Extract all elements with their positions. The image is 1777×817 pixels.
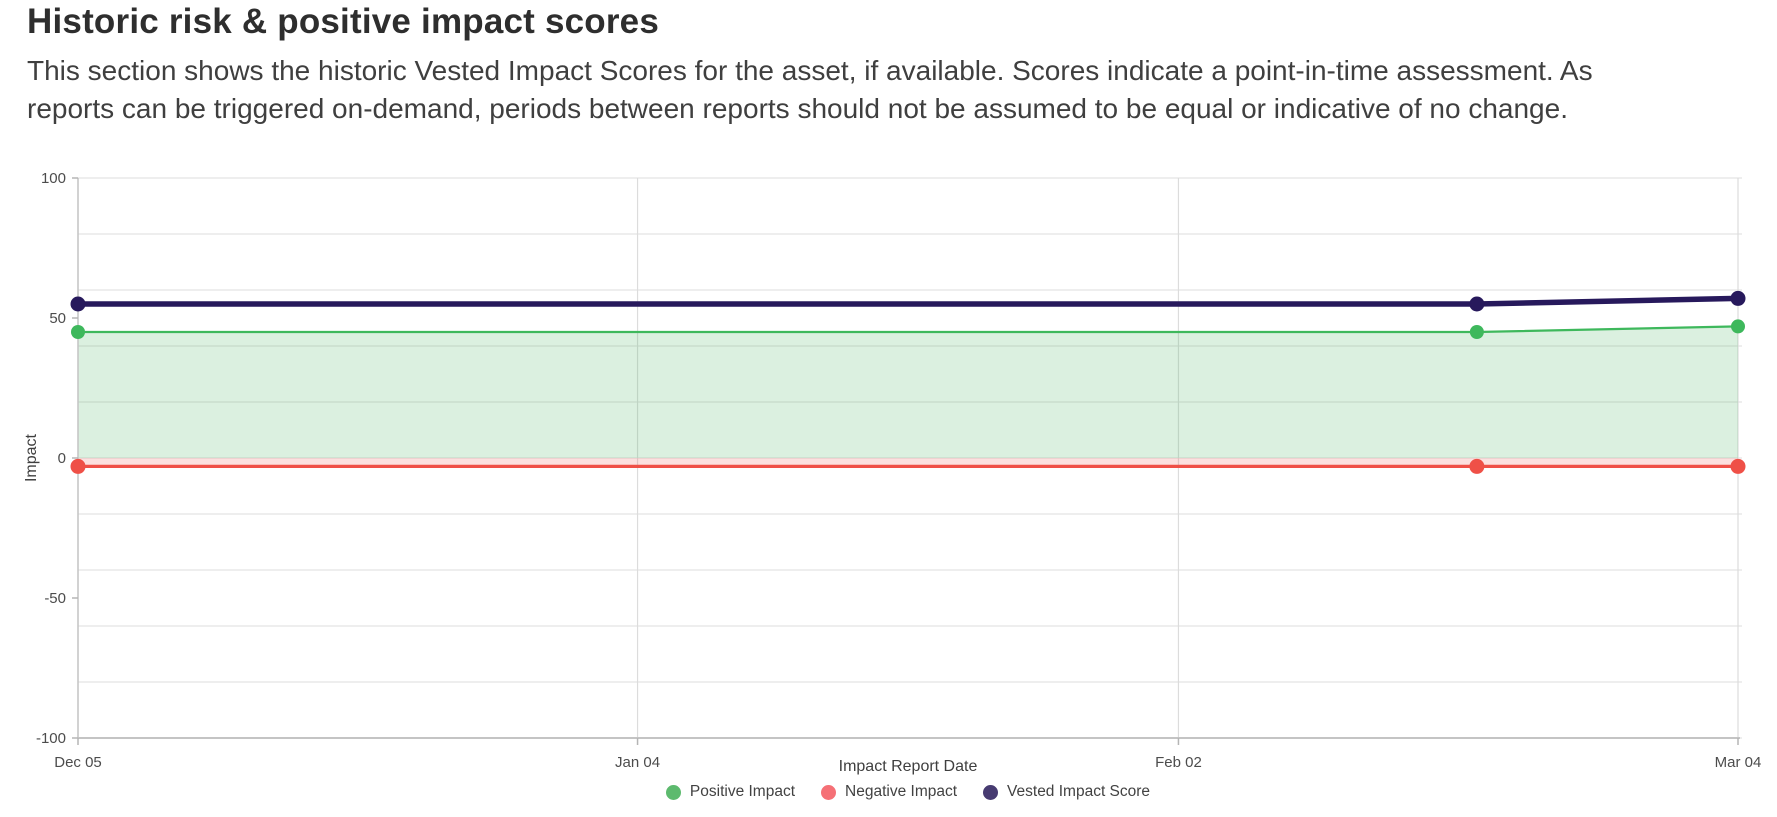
y-tick-label: 0 <box>58 450 66 467</box>
positive-impact-point[interactable] <box>1731 319 1745 334</box>
y-tick-label: -100 <box>36 730 66 747</box>
y-tick-label: 50 <box>49 310 66 327</box>
negative-impact-point[interactable] <box>1469 458 1485 474</box>
negative-impact-area <box>78 458 1738 467</box>
negative-impact-point[interactable] <box>70 458 86 474</box>
x-tick-label: Mar 04 <box>1715 754 1762 771</box>
vested-impact-score-legend-dot-icon <box>983 784 999 800</box>
vested-impact-score-line <box>75 295 1741 307</box>
positive-impact-legend-dot-icon <box>665 784 681 800</box>
page-title: Historic risk & positive impact scores <box>27 2 660 41</box>
negative-impact-point[interactable] <box>1730 458 1746 474</box>
legend-label: Vested Impact Score <box>1007 783 1151 800</box>
section-header: Historic risk & positive impact scores T… <box>27 2 1757 128</box>
vested-impact-score-point[interactable] <box>1730 290 1746 306</box>
positive-impact-line <box>76 325 1740 334</box>
y-tick-label: -50 <box>44 590 66 607</box>
chart-legend: Positive Impact Negative Impact Vested Imp… <box>78 783 1738 801</box>
section-description: This section shows the historic Vested I… <box>27 52 1757 128</box>
legend-label: Negative Impact <box>845 783 958 800</box>
legend-item-negative-impact[interactable]: Negative Impact <box>821 783 957 801</box>
vested-impact-score-point[interactable] <box>70 296 86 312</box>
x-tick-label: Feb 02 <box>1155 754 1202 771</box>
description-line-1: This section shows the historic Vested I… <box>27 55 1593 86</box>
x-tick-label: Dec 05 <box>54 754 102 771</box>
legend-item-vested-impact-score[interactable]: Vested Impact Score <box>983 783 1150 801</box>
y-tick-label: 100 <box>41 170 66 187</box>
vested-impact-score-point[interactable] <box>1469 296 1485 312</box>
legend-label: Positive Impact <box>689 783 796 800</box>
positive-impact-area <box>78 326 1738 458</box>
x-axis-title: Impact Report Date <box>839 758 978 775</box>
legend-item-positive-impact[interactable]: Positive Impact <box>665 783 796 801</box>
positive-impact-point[interactable] <box>1469 325 1484 339</box>
y-axis-title: Impact <box>23 433 40 482</box>
description-line-2: reports can be triggered on-demand, peri… <box>27 93 1568 124</box>
positive-impact-point[interactable] <box>71 325 85 339</box>
x-tick-label: Jan 04 <box>615 754 660 771</box>
negative-impact-legend-dot-icon <box>821 784 837 800</box>
